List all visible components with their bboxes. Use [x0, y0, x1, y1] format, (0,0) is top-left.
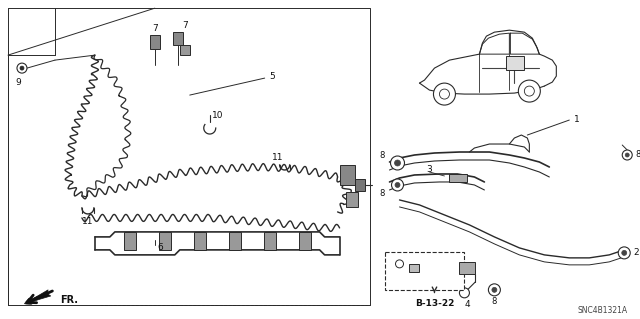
Text: 11: 11	[82, 218, 93, 226]
Text: 5: 5	[269, 71, 275, 81]
Circle shape	[17, 63, 27, 73]
Circle shape	[492, 287, 497, 292]
Bar	[264, 232, 276, 250]
Text: 7: 7	[182, 21, 188, 30]
Text: SNC4B1321A: SNC4B1321A	[577, 306, 627, 315]
Text: 8: 8	[636, 150, 640, 159]
Bar	[299, 232, 310, 250]
Bar	[449, 174, 467, 182]
Text: FR.: FR.	[60, 295, 78, 305]
Text: 8: 8	[492, 297, 497, 306]
Text: 9: 9	[15, 78, 21, 86]
Text: 3: 3	[427, 166, 433, 174]
Circle shape	[524, 86, 534, 96]
Circle shape	[460, 288, 469, 298]
Circle shape	[622, 150, 632, 160]
Text: 4: 4	[465, 300, 470, 309]
Circle shape	[440, 89, 449, 99]
FancyBboxPatch shape	[460, 262, 476, 274]
Text: 7: 7	[152, 24, 157, 33]
Circle shape	[396, 260, 403, 268]
FancyBboxPatch shape	[150, 35, 160, 49]
FancyBboxPatch shape	[173, 32, 183, 45]
Circle shape	[518, 80, 540, 102]
Text: 1: 1	[574, 115, 580, 123]
FancyBboxPatch shape	[340, 165, 355, 185]
Circle shape	[618, 247, 630, 259]
Bar	[385, 252, 465, 290]
FancyBboxPatch shape	[355, 179, 365, 191]
Text: 10: 10	[212, 111, 223, 120]
Text: 8: 8	[379, 189, 385, 198]
Text: 6: 6	[157, 243, 163, 252]
Bar	[194, 232, 205, 250]
Circle shape	[621, 250, 627, 256]
Bar	[124, 232, 136, 250]
Circle shape	[395, 182, 400, 188]
Text: B-13-22: B-13-22	[415, 299, 454, 308]
Bar	[506, 56, 524, 70]
Circle shape	[625, 153, 629, 157]
Circle shape	[488, 284, 500, 296]
Circle shape	[390, 156, 404, 170]
Circle shape	[392, 179, 403, 191]
Bar	[159, 232, 171, 250]
FancyBboxPatch shape	[180, 45, 190, 55]
Text: 2: 2	[633, 249, 639, 257]
Circle shape	[394, 160, 401, 166]
Circle shape	[20, 66, 24, 70]
Bar	[228, 232, 241, 250]
Text: 8: 8	[379, 151, 385, 160]
FancyBboxPatch shape	[410, 264, 419, 272]
FancyBboxPatch shape	[346, 192, 358, 207]
Text: 11: 11	[272, 152, 284, 161]
Circle shape	[433, 83, 456, 105]
